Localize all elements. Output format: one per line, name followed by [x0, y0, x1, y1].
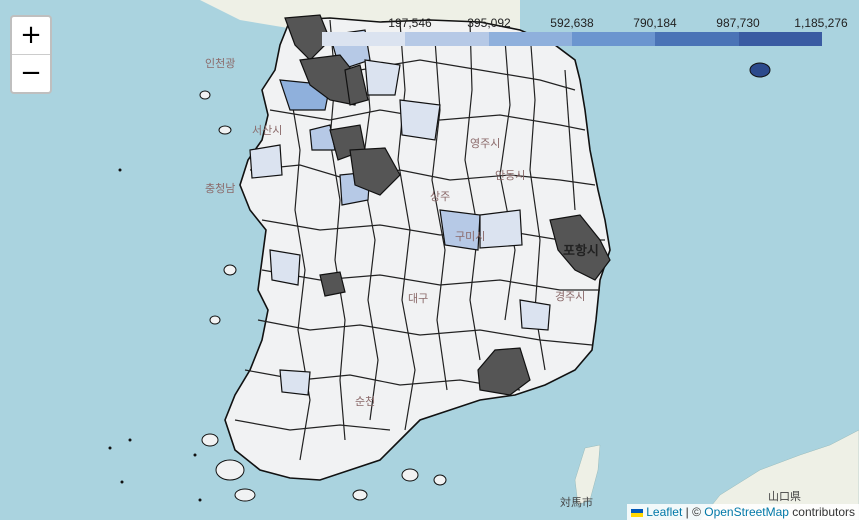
- attribution-separator: | ©: [682, 505, 705, 519]
- zoom-out-button[interactable]: −: [12, 54, 50, 92]
- label-suncheon: 순천: [355, 395, 376, 408]
- missing-data-districts: [284, 14, 611, 396]
- label-gumi: 구미시: [455, 230, 486, 243]
- ulleung-island: [749, 62, 771, 78]
- label-seosan: 서산시: [252, 124, 283, 137]
- osm-link[interactable]: OpenStreetMap: [704, 505, 789, 519]
- label-sangju: 상주: [430, 190, 451, 203]
- legend-tick: 1,185,276: [794, 16, 848, 30]
- map-attribution: Leaflet | © OpenStreetMap contributors: [627, 504, 859, 520]
- label-chungnam: 충청남: [205, 182, 236, 195]
- islands: [199, 90, 447, 502]
- leaflet-link[interactable]: Leaflet: [646, 505, 683, 519]
- label-andong: 안동시: [495, 169, 526, 182]
- ukraine-flag-icon: [631, 508, 644, 517]
- district-boundaries: [234, 19, 605, 461]
- label-yamaguchi: 山口県: [768, 490, 801, 503]
- label-incheon: 인천광: [205, 57, 236, 70]
- tsushima-island: [574, 444, 601, 506]
- legend-color-step: [488, 32, 572, 46]
- small-islets: [108, 168, 202, 502]
- legend-color-bar: [322, 32, 822, 46]
- legend-color-step: [655, 32, 739, 46]
- legend-color-step: [405, 32, 489, 46]
- legend-tick: 790,184: [633, 16, 677, 30]
- legend-color-step: [322, 32, 406, 46]
- label-gyeongju: 경주시: [555, 290, 586, 303]
- japan-land: [699, 429, 859, 520]
- label-tsushima: 対馬市: [560, 496, 593, 509]
- attribution-suffix: contributors: [788, 505, 855, 519]
- legend-tick: 592,638: [550, 16, 594, 30]
- legend-ticks: 197,546 395,092 592,638 790,184 987,730 …: [322, 16, 852, 32]
- label-daegu: 대구: [408, 292, 429, 305]
- label-yeongju: 영주시: [470, 137, 501, 150]
- legend-color-step: [738, 32, 822, 46]
- zoom-control: + −: [10, 15, 52, 94]
- legend-tick: 395,092: [467, 16, 511, 30]
- label-pohang: 포항시: [563, 244, 599, 259]
- legend-tick: 197,546: [388, 16, 432, 30]
- zoom-in-button[interactable]: +: [20, 20, 42, 50]
- legend-color-step: [571, 32, 656, 46]
- color-scale-legend: 197,546 395,092 592,638 790,184 987,730 …: [322, 16, 848, 50]
- legend-tick: 987,730: [716, 16, 760, 30]
